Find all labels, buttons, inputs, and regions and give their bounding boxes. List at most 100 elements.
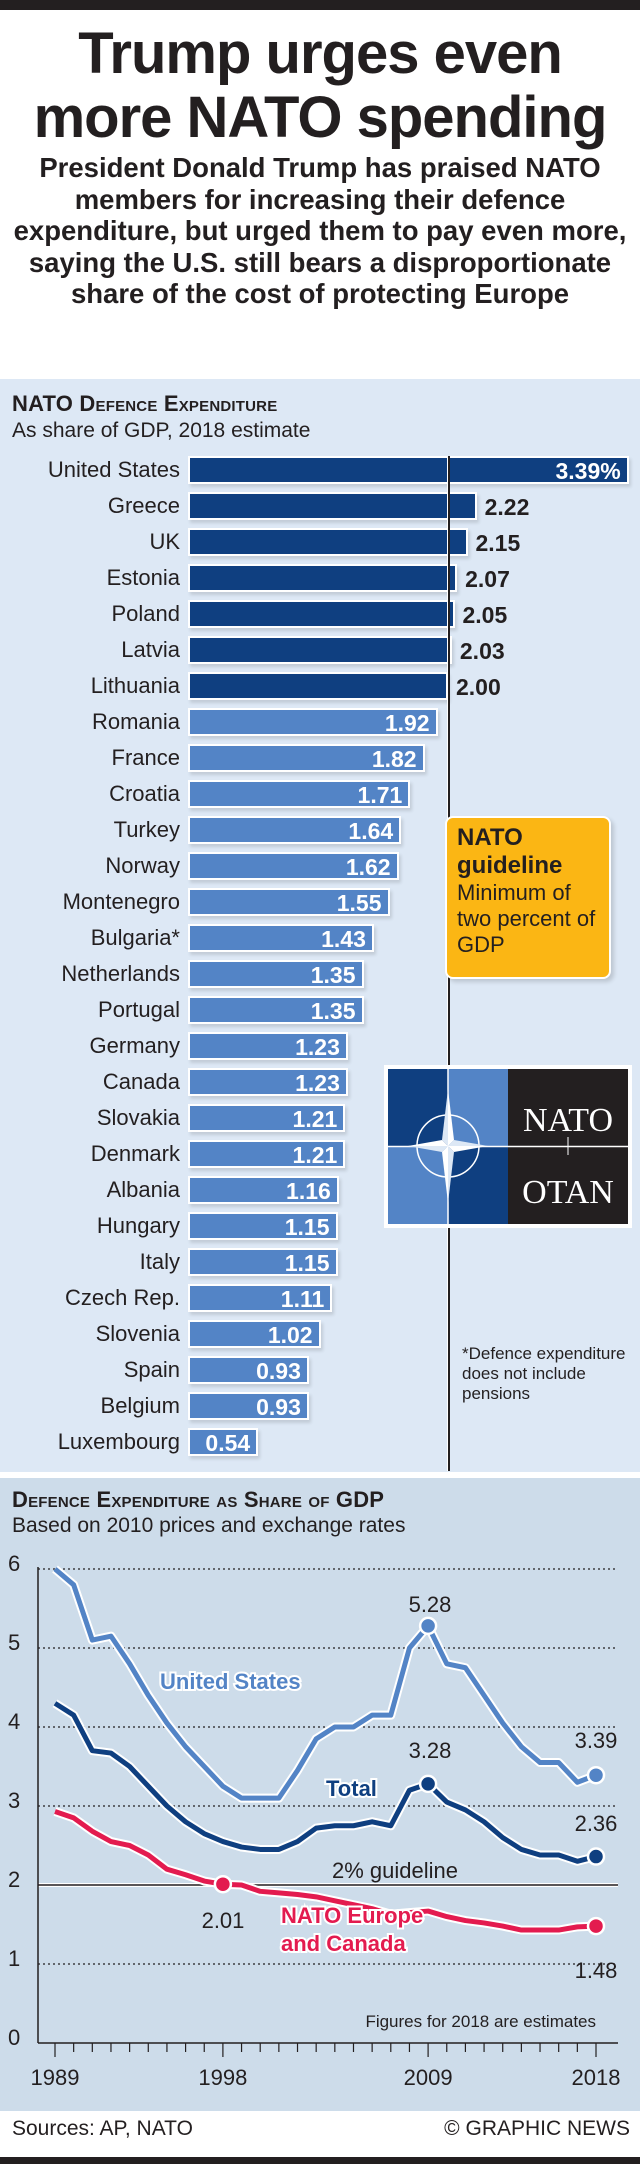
line-chart: 0 1 2 3 4 5 6 1989 1998 2009 2018 5.28 3.39 3.28 2.36 2… xyxy=(8,1551,620,2090)
value-label: 1.62 xyxy=(345,854,391,880)
country-label: Bulgaria* xyxy=(90,925,180,950)
guideline-label: 2% guideline xyxy=(332,1858,458,1883)
country-label: Spain xyxy=(123,1357,180,1382)
nato-compass-icon: NATO OTAN xyxy=(388,1069,628,1224)
bar xyxy=(188,1320,321,1348)
y-tick-label: 3 xyxy=(8,1788,20,1813)
country-label: France xyxy=(111,745,180,770)
bar-chart-subtitle: As share of GDP, 2018 estimate xyxy=(12,419,311,442)
country-label: Luxembourg xyxy=(57,1429,180,1454)
bar xyxy=(188,1284,333,1312)
country-label: Hungary xyxy=(96,1213,180,1238)
country-label: Netherlands xyxy=(61,961,180,986)
annotation-label: 2.01 xyxy=(202,1908,245,1933)
series-halo xyxy=(52,1565,598,1803)
value-label: 2.22 xyxy=(484,494,530,520)
country-label: Slovenia xyxy=(95,1321,180,1346)
series-label-us: United States xyxy=(160,1669,301,1694)
bar xyxy=(188,996,364,1024)
bar xyxy=(188,456,629,484)
guideline-title-2: guideline xyxy=(457,852,563,879)
bar xyxy=(188,708,438,736)
y-tick-label: 5 xyxy=(8,1630,20,1655)
data-point xyxy=(586,1916,606,1936)
value-label: 2.15 xyxy=(475,530,521,556)
bar xyxy=(188,672,448,700)
country-label: Latvia xyxy=(121,637,180,662)
country-label: Lithuania xyxy=(90,673,180,698)
value-label: 1.02 xyxy=(267,1322,313,1348)
country-label: Belgium xyxy=(100,1393,180,1418)
value-label: 1.23 xyxy=(295,1034,340,1060)
country-label: United States xyxy=(47,457,180,482)
footnote: *Defence expenditure does not include pe… xyxy=(462,1344,626,1403)
country-label: Denmark xyxy=(90,1141,180,1166)
bar xyxy=(188,960,364,988)
bar-chart-title: NATO Defence Expenditure xyxy=(12,391,278,416)
value-label: 1.15 xyxy=(284,1250,330,1276)
data-point xyxy=(213,1874,233,1894)
estimate-note: Figures for 2018 are estimates xyxy=(365,2012,596,2031)
value-label: 0.54 xyxy=(205,1430,251,1456)
bar xyxy=(188,816,402,844)
bar xyxy=(188,852,399,880)
headline-line2: more NATO spending xyxy=(33,85,608,150)
line-chart-title: Defence Expenditure as Share of GDP xyxy=(12,1487,385,1512)
country-label: Norway xyxy=(105,853,180,878)
country-label: Turkey xyxy=(113,817,180,842)
value-label: 1.92 xyxy=(384,710,430,736)
value-label: 2.00 xyxy=(456,674,501,700)
headline: Trump urges even more NATO spending xyxy=(0,22,640,150)
bar xyxy=(188,744,425,772)
svg-text:OTAN: OTAN xyxy=(522,1174,614,1211)
data-point xyxy=(586,1847,606,1866)
line-chart-panel: Defence Expenditure as Share of GDP Base… xyxy=(0,1478,640,2111)
y-tick-label: 0 xyxy=(8,2025,20,2050)
value-label: 1.71 xyxy=(357,782,403,808)
country-label: Montenegro xyxy=(62,889,180,914)
value-label: 1.23 xyxy=(295,1070,340,1096)
annotation-label: 2.36 xyxy=(575,1811,618,1836)
bar xyxy=(188,1392,309,1420)
x-tick-label: 2009 xyxy=(404,2065,453,2090)
y-tick-label: 4 xyxy=(8,1709,20,1734)
country-label: Albania xyxy=(106,1177,180,1202)
country-label: Czech Rep. xyxy=(65,1285,180,1310)
bar xyxy=(188,1212,338,1240)
y-tick-label: 2 xyxy=(8,1867,20,1892)
country-label: Estonia xyxy=(106,565,180,590)
annotation-label: 3.28 xyxy=(409,1738,452,1763)
data-point xyxy=(586,1765,606,1785)
value-label: 2.07 xyxy=(465,566,510,592)
sources: Sources: AP, NATO xyxy=(12,2117,193,2140)
country-label: Croatia xyxy=(109,781,180,806)
series-label-total: Total xyxy=(326,1776,377,1801)
value-label: 1.15 xyxy=(284,1214,330,1240)
bar xyxy=(188,1428,259,1456)
country-label: Germany xyxy=(89,1033,180,1058)
bar xyxy=(188,492,477,520)
bar xyxy=(188,636,452,664)
annotation-label: 3.39 xyxy=(575,1728,618,1753)
country-label: Poland xyxy=(111,601,180,626)
credit: © GRAPHIC NEWS xyxy=(444,2117,630,2140)
headline-line1: Trump urges even xyxy=(78,21,563,86)
annotation-label: 5.28 xyxy=(409,1592,452,1617)
value-label: 1.55 xyxy=(336,890,382,916)
nato-guideline-box: NATO guideline Minimum of two percent of… xyxy=(445,816,611,979)
top-rule xyxy=(0,0,640,10)
value-label: 1.43 xyxy=(321,926,366,952)
value-label: 1.64 xyxy=(348,818,394,844)
value-label: 2.03 xyxy=(459,638,505,664)
bar xyxy=(188,1356,309,1384)
value-label: 3.39% xyxy=(555,458,621,484)
series-line-1 xyxy=(53,1701,597,1864)
country-label: Portugal xyxy=(98,997,180,1022)
country-label: Italy xyxy=(139,1249,180,1274)
bar xyxy=(188,564,458,592)
country-label: Romania xyxy=(91,709,180,734)
value-label: 0.93 xyxy=(256,1394,301,1420)
value-label: 1.35 xyxy=(310,998,356,1024)
data-point xyxy=(418,1616,438,1636)
bar xyxy=(188,780,411,808)
